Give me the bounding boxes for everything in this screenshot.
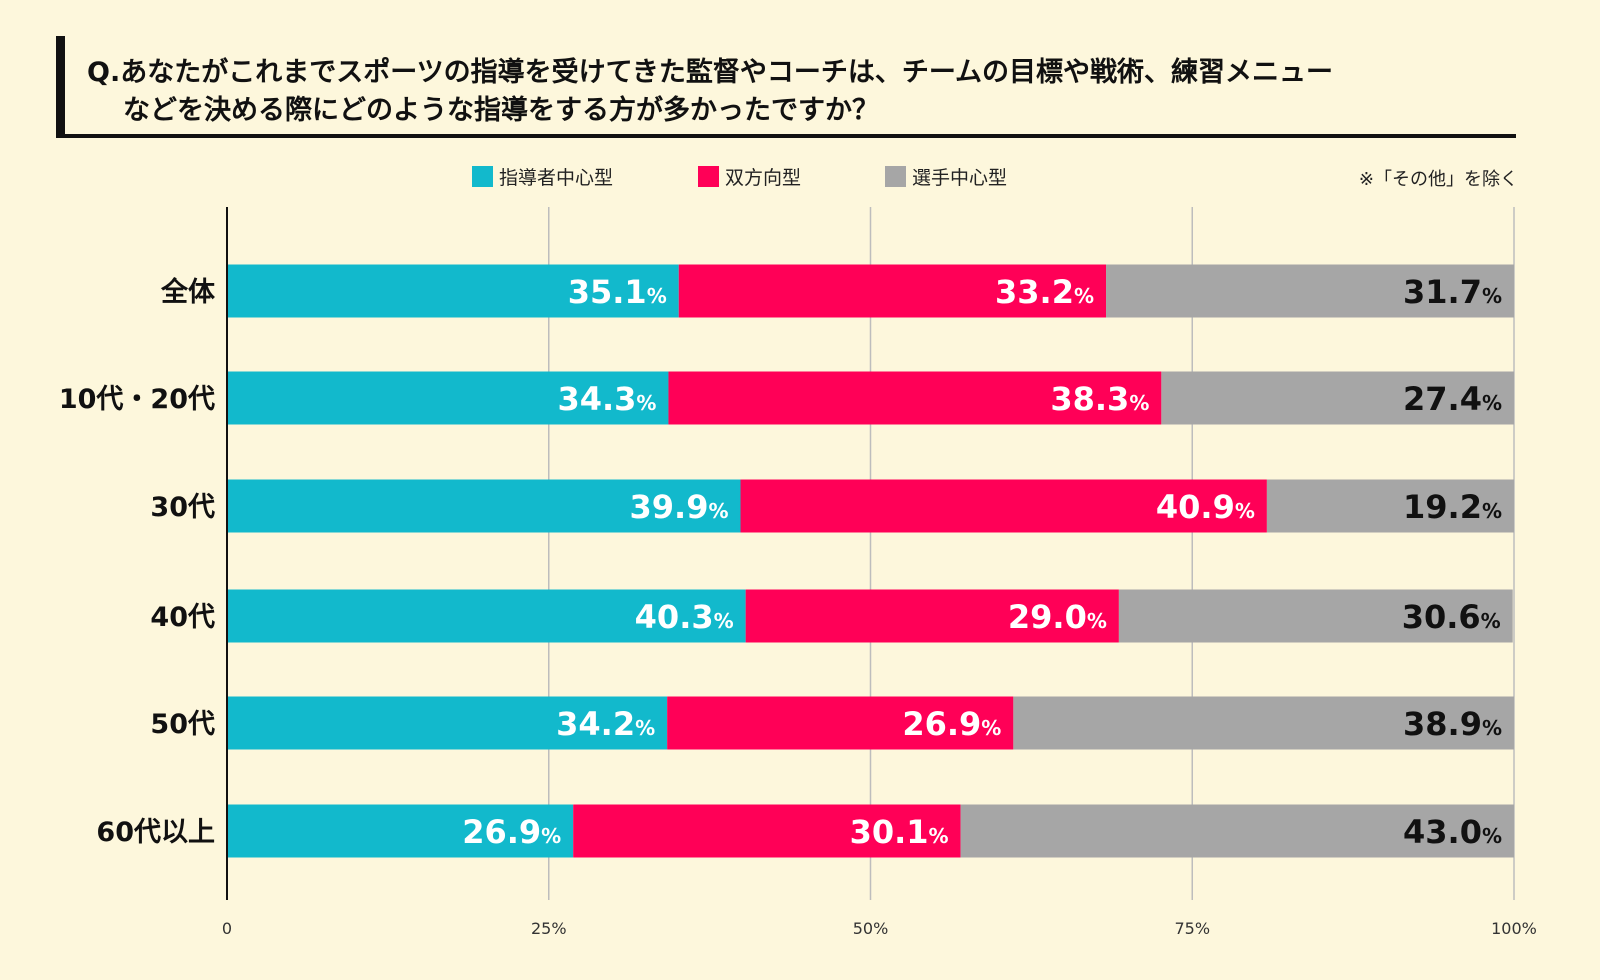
bar-segment — [227, 371, 669, 425]
title-line-2: などを決める際にどのような指導をする方が多かったですか？ — [123, 95, 879, 126]
bar-segment — [227, 479, 741, 533]
legend-swatch — [472, 166, 493, 187]
bar-segment — [667, 696, 1014, 750]
legend-item-mutual: 双方向型 — [698, 163, 801, 190]
bar-segment — [227, 589, 746, 643]
category-label: 30代 — [150, 492, 215, 523]
category-label: 60代以上 — [96, 817, 215, 848]
bar-segment — [1161, 371, 1514, 425]
legend-label: 双方向型 — [725, 167, 802, 189]
legend: 指導者中心型 双方向型 選手中心型 — [0, 163, 1600, 189]
chart-title: Q.あなたがこれまでスポーツの指導を受けてきた監督やコーチは、チームの目標や戦術… — [56, 36, 1516, 138]
x-tick-label: 25% — [531, 919, 567, 938]
data-label: 33.2% — [995, 273, 1094, 311]
data-label: 30.1% — [850, 813, 949, 851]
legend-swatch — [885, 166, 906, 187]
legend-swatch — [698, 166, 719, 187]
bar-segment — [1266, 479, 1514, 533]
x-tick-label: 75% — [1174, 919, 1210, 938]
data-label: 26.9% — [902, 705, 1001, 743]
data-label: 27.4% — [1403, 380, 1502, 418]
bar-segment — [1013, 696, 1514, 750]
x-tick-label: 50% — [853, 919, 889, 938]
footnote: ※「その他」を除く — [1358, 169, 1518, 190]
category-label: 10代・20代 — [59, 384, 215, 415]
bar-segment — [740, 479, 1267, 533]
title-line-1: Q.あなたがこれまでスポーツの指導を受けてきた監督やコーチは、チームの目標や戦術… — [87, 57, 1334, 88]
bar-segment — [227, 804, 574, 858]
bar-segment — [745, 589, 1119, 643]
legend-item-player: 選手中心型 — [885, 163, 1007, 190]
bar-segment — [678, 264, 1107, 318]
category-label: 40代 — [150, 602, 215, 633]
bar-segment — [1106, 264, 1514, 318]
category-label: 全体 — [160, 276, 216, 308]
legend-label: 指導者中心型 — [499, 167, 614, 189]
bar-segment — [227, 264, 679, 318]
bar-segment — [573, 804, 961, 858]
bar-segment — [668, 371, 1162, 425]
bar-segment — [1118, 589, 1513, 643]
x-tick-label: 100% — [1491, 919, 1537, 938]
bar-segment — [227, 696, 668, 750]
legend-label: 選手中心型 — [912, 167, 1008, 189]
category-label: 50代 — [150, 709, 215, 740]
bar-segment — [960, 804, 1514, 858]
x-tick-label: 0 — [222, 919, 232, 938]
legend-item-leader: 指導者中心型 — [472, 163, 613, 190]
